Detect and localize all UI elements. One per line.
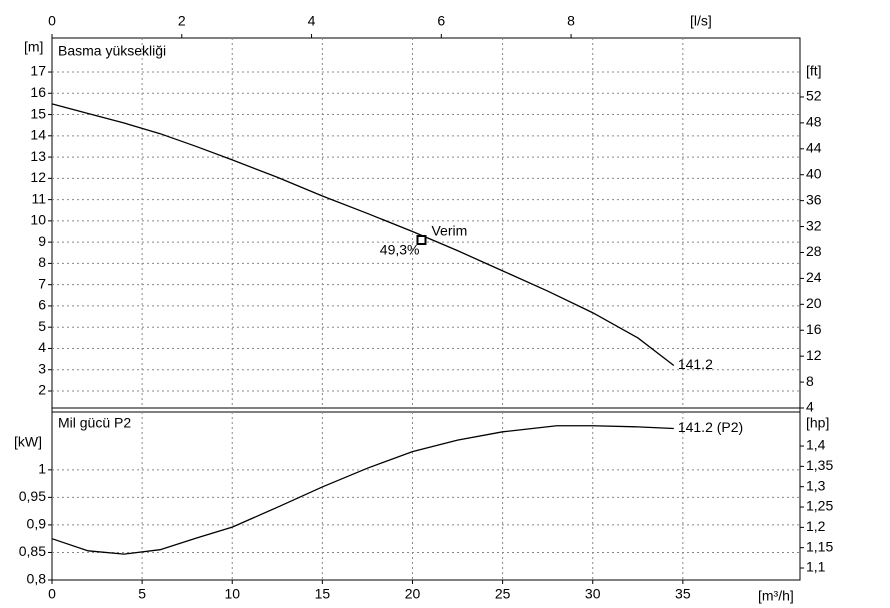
y2-tick-label: 1,4 — [806, 437, 826, 453]
y2-tick-label: 1,35 — [806, 457, 833, 473]
y2-tick-label: 24 — [806, 269, 822, 285]
panel-title: Mil gücü P2 — [58, 415, 131, 431]
y-tick-label: 14 — [30, 127, 46, 143]
x-tick-label: 25 — [495, 586, 511, 602]
y2-tick-label: 48 — [806, 114, 822, 130]
y-tick-label: 13 — [30, 148, 46, 164]
operating-point — [416, 235, 427, 246]
y-tick-label: 1 — [38, 461, 46, 477]
y-tick-label: 0,85 — [19, 543, 46, 559]
y-tick-label: 0,95 — [19, 488, 46, 504]
y2-tick-label: 28 — [806, 243, 822, 259]
x-tick-label: 35 — [675, 586, 691, 602]
y-tick-label: 15 — [30, 105, 46, 121]
y2-tick-label: 16 — [806, 321, 822, 337]
y2-tick-label: 1,1 — [806, 559, 826, 575]
y-tick-label: 7 — [38, 275, 46, 291]
curve — [51, 425, 674, 555]
y2-tick-label: 20 — [806, 295, 822, 311]
y-tick-label: 17 — [30, 63, 46, 79]
y-tick-label: 0,9 — [27, 516, 47, 532]
y-tick-label: 2 — [38, 382, 46, 398]
y2-axis-label: [hp] — [806, 415, 829, 431]
y-axis-label: [kW] — [14, 434, 42, 450]
curve — [51, 103, 675, 366]
y2-tick-label: 1,3 — [806, 477, 826, 493]
y-axis-label: [m] — [24, 39, 43, 55]
y2-tick-label: 36 — [806, 191, 822, 207]
y-tick-label: 8 — [38, 254, 46, 270]
x2-tick-label: 4 — [308, 13, 316, 29]
efficiency-label: 49,3% — [380, 242, 420, 258]
x-tick-label: 30 — [585, 586, 601, 602]
y-tick-label: 12 — [30, 169, 46, 185]
y-tick-label: 5 — [38, 318, 46, 334]
y2-tick-label: 8 — [806, 373, 814, 389]
x-axis-label: [m³/h] — [758, 588, 794, 604]
x-tick-label: 5 — [138, 586, 146, 602]
x2-axis-label: [l/s] — [690, 13, 712, 29]
x-tick-label: 15 — [315, 586, 331, 602]
series-label: 141.2 — [678, 356, 713, 372]
x2-tick-label: 8 — [567, 13, 575, 29]
y2-tick-label: 4 — [806, 399, 814, 415]
y2-axis-label: [ft] — [806, 63, 822, 79]
y-tick-label: 10 — [30, 212, 46, 228]
y-tick-label: 16 — [30, 84, 46, 100]
x-tick-label: 0 — [48, 586, 56, 602]
x2-tick-label: 0 — [48, 13, 56, 29]
operating-point-label: Verim — [431, 223, 467, 239]
series-label: 141.2 (P2) — [678, 419, 743, 435]
y-tick-label: 4 — [38, 339, 46, 355]
y2-tick-label: 1,15 — [806, 538, 833, 554]
y-tick-label: 11 — [31, 190, 46, 206]
y2-tick-label: 52 — [806, 88, 822, 104]
y2-tick-label: 12 — [806, 347, 822, 363]
y2-tick-label: 32 — [806, 217, 822, 233]
frame — [51, 37, 801, 581]
y-tick-label: 3 — [38, 360, 46, 376]
y2-tick-label: 40 — [806, 165, 822, 181]
x-tick-label: 20 — [405, 586, 421, 602]
x-tick-label: 10 — [224, 586, 240, 602]
panel-title: Basma yüksekliği — [58, 43, 166, 59]
y2-tick-label: 1,2 — [806, 518, 826, 534]
x2-tick-label: 2 — [178, 13, 186, 29]
y-tick-label: 9 — [38, 233, 46, 249]
x2-tick-label: 6 — [437, 13, 445, 29]
y2-tick-label: 1,25 — [806, 498, 833, 514]
y-tick-label: 6 — [38, 297, 46, 313]
y2-tick-label: 44 — [806, 140, 822, 156]
y-tick-label: 0,8 — [27, 571, 47, 587]
